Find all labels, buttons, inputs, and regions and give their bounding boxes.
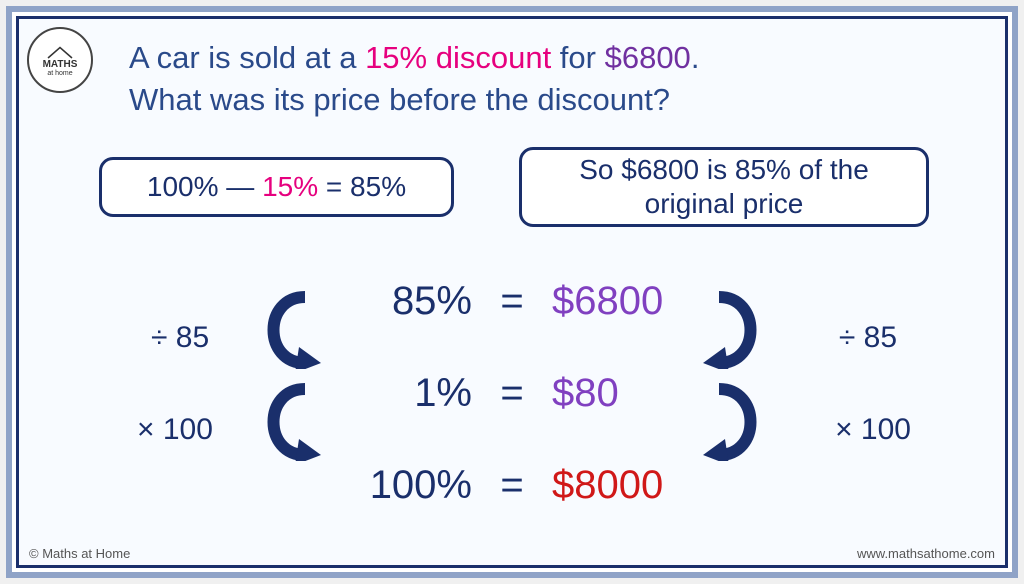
r2-eq: = bbox=[472, 371, 552, 416]
arrow-right-2 bbox=[701, 383, 781, 461]
footer-copyright: © Maths at Home bbox=[29, 546, 130, 561]
q-part2: for bbox=[551, 40, 604, 75]
inner-frame: MATHS at home A car is sold at a 15% dis… bbox=[16, 16, 1008, 568]
row-100pct: 100% = $8000 bbox=[19, 463, 1005, 508]
logo-badge: MATHS at home bbox=[27, 27, 93, 93]
op-div85-right: ÷ 85 bbox=[839, 321, 897, 355]
outer-frame: MATHS at home A car is sold at a 15% dis… bbox=[6, 6, 1018, 578]
r3-lhs: 100% bbox=[292, 463, 472, 508]
explanation-text: So $6800 is 85% of the original price bbox=[544, 153, 904, 220]
question-text: A car is sold at a 15% discount for $680… bbox=[129, 37, 965, 121]
logo-line1: MATHS bbox=[43, 60, 78, 70]
q-discount: 15% discount bbox=[365, 40, 551, 75]
arrow-left-2 bbox=[243, 383, 323, 461]
footer-url: www.mathsathome.com bbox=[857, 546, 995, 561]
house-icon bbox=[45, 44, 75, 60]
row-85pct: 85% = $6800 bbox=[19, 279, 1005, 324]
r3-eq: = bbox=[472, 463, 552, 508]
logo-line2: at home bbox=[47, 70, 72, 77]
q-part1: A car is sold at a bbox=[129, 40, 365, 75]
subtraction-box: 100% — 15% = 85% bbox=[99, 157, 454, 217]
explanation-box: So $6800 is 85% of the original price bbox=[519, 147, 929, 227]
row-1pct: 1% = $80 bbox=[19, 371, 1005, 416]
arrow-right-1 bbox=[701, 291, 781, 369]
r3-rhs: $8000 bbox=[552, 463, 732, 508]
r1-eq: = bbox=[472, 279, 552, 324]
sub-b: 15% bbox=[262, 171, 318, 202]
arrow-left-1 bbox=[243, 291, 323, 369]
op-times100-left: × 100 bbox=[137, 413, 213, 447]
sub-minus: — bbox=[219, 171, 263, 202]
sub-a: 100% bbox=[147, 171, 219, 202]
op-times100-right: × 100 bbox=[835, 413, 911, 447]
q-line2: What was its price before the discount? bbox=[129, 82, 670, 117]
working-area: 85% = $6800 1% = $80 100% = $8000 ÷ 85 ÷… bbox=[19, 279, 1005, 535]
q-price: $6800 bbox=[605, 40, 691, 75]
q-part3: . bbox=[691, 40, 700, 75]
op-div85-left: ÷ 85 bbox=[151, 321, 209, 355]
sub-c: 85% bbox=[350, 171, 406, 202]
sub-eq: = bbox=[318, 171, 350, 202]
